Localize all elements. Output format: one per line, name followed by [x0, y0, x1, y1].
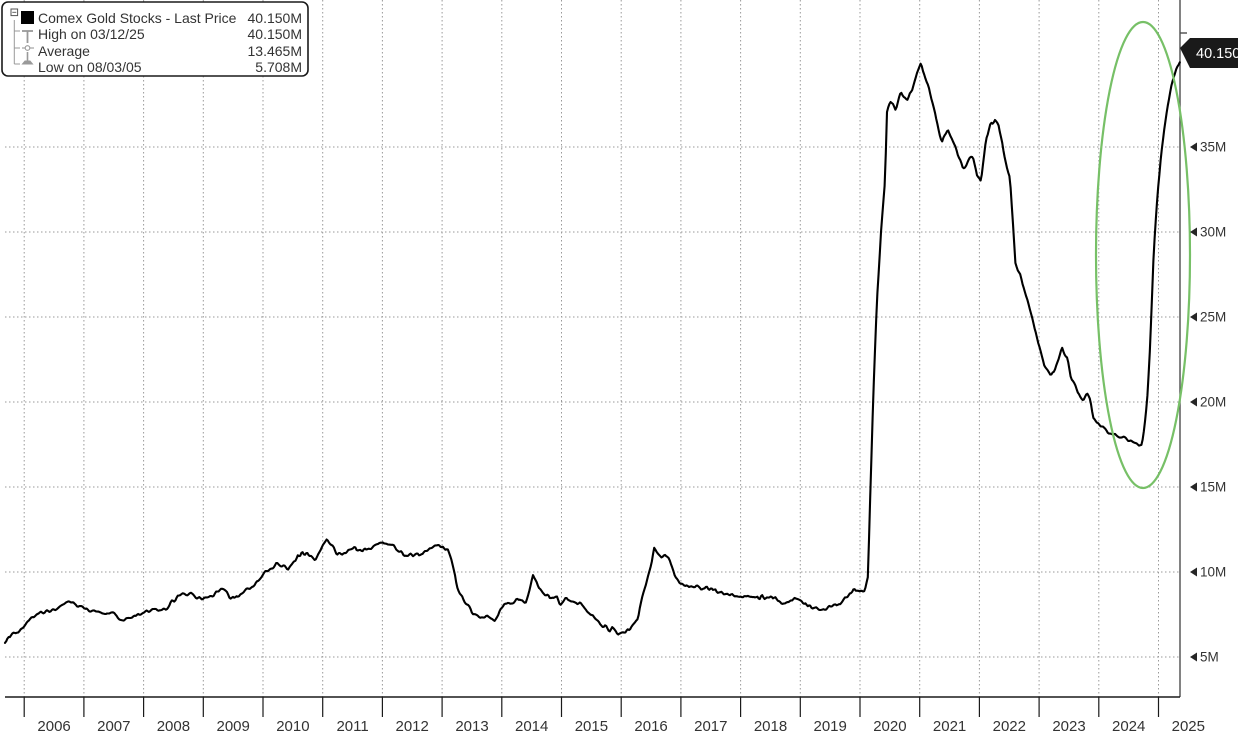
- svg-text:20M: 20M: [1200, 395, 1226, 410]
- svg-text:2024: 2024: [1112, 718, 1145, 735]
- svg-text:15M: 15M: [1200, 480, 1226, 495]
- svg-text:2015: 2015: [575, 718, 608, 735]
- svg-text:2011: 2011: [336, 718, 368, 735]
- svg-text:2013: 2013: [455, 718, 488, 735]
- svg-text:35M: 35M: [1200, 140, 1226, 155]
- svg-text:2023: 2023: [1052, 718, 1085, 735]
- svg-text:2010: 2010: [276, 718, 309, 735]
- svg-text:2007: 2007: [97, 718, 130, 735]
- svg-text:2020: 2020: [873, 718, 906, 735]
- svg-text:2006: 2006: [37, 718, 70, 735]
- svg-text:2012: 2012: [396, 718, 429, 735]
- svg-text:2017: 2017: [694, 718, 727, 735]
- svg-text:Low on 08/03/05: Low on 08/03/05: [38, 59, 142, 75]
- svg-text:Average: Average: [38, 43, 90, 59]
- svg-text:40.150M: 40.150M: [1196, 46, 1238, 62]
- svg-text:30M: 30M: [1200, 225, 1226, 240]
- svg-text:Comex Gold Stocks - Last Price: Comex Gold Stocks - Last Price: [38, 10, 237, 26]
- svg-text:25M: 25M: [1200, 310, 1226, 325]
- svg-text:40.150M: 40.150M: [248, 26, 302, 42]
- svg-text:2016: 2016: [634, 718, 667, 735]
- svg-text:5.708M: 5.708M: [255, 59, 302, 75]
- svg-text:2022: 2022: [993, 718, 1026, 735]
- svg-text:2009: 2009: [217, 718, 250, 735]
- svg-text:2018: 2018: [754, 718, 787, 735]
- svg-text:10M: 10M: [1200, 565, 1226, 580]
- svg-text:2025: 2025: [1172, 718, 1205, 735]
- svg-text:40.150M: 40.150M: [248, 10, 302, 26]
- svg-text:High on 03/12/25: High on 03/12/25: [38, 26, 145, 42]
- svg-text:2014: 2014: [515, 718, 548, 735]
- svg-text:2021: 2021: [933, 718, 966, 735]
- svg-text:5M: 5M: [1200, 650, 1219, 665]
- svg-text:2008: 2008: [157, 718, 190, 735]
- svg-text:13.465M: 13.465M: [248, 43, 302, 59]
- svg-text:2019: 2019: [814, 718, 847, 735]
